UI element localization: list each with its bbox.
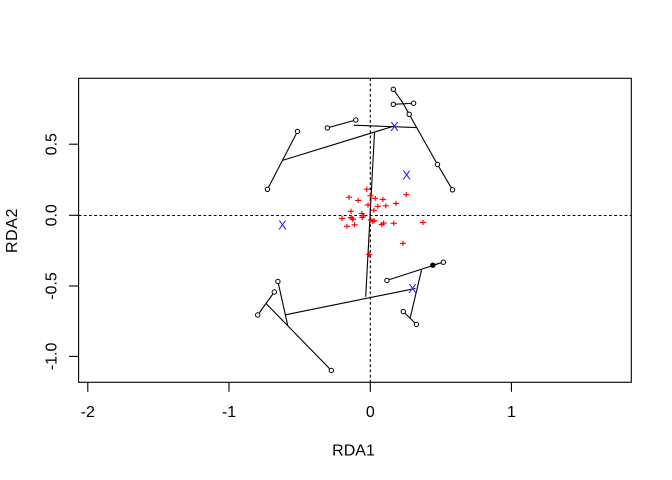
svg-text:-1.0: -1.0 <box>44 343 61 371</box>
svg-text:RDA2: RDA2 <box>4 208 21 253</box>
svg-text:-2: -2 <box>81 404 95 421</box>
svg-text:0.5: 0.5 <box>44 133 61 155</box>
svg-text:X: X <box>390 119 399 134</box>
svg-text:X: X <box>408 281 417 296</box>
svg-text:1: 1 <box>507 404 516 421</box>
svg-text:0: 0 <box>366 404 375 421</box>
svg-text:-1: -1 <box>222 404 236 421</box>
svg-text:RDA1: RDA1 <box>332 443 375 460</box>
svg-text:0.0: 0.0 <box>44 204 61 226</box>
svg-text:X: X <box>402 168 411 183</box>
svg-text:-0.5: -0.5 <box>44 272 61 300</box>
svg-text:X: X <box>278 217 287 232</box>
